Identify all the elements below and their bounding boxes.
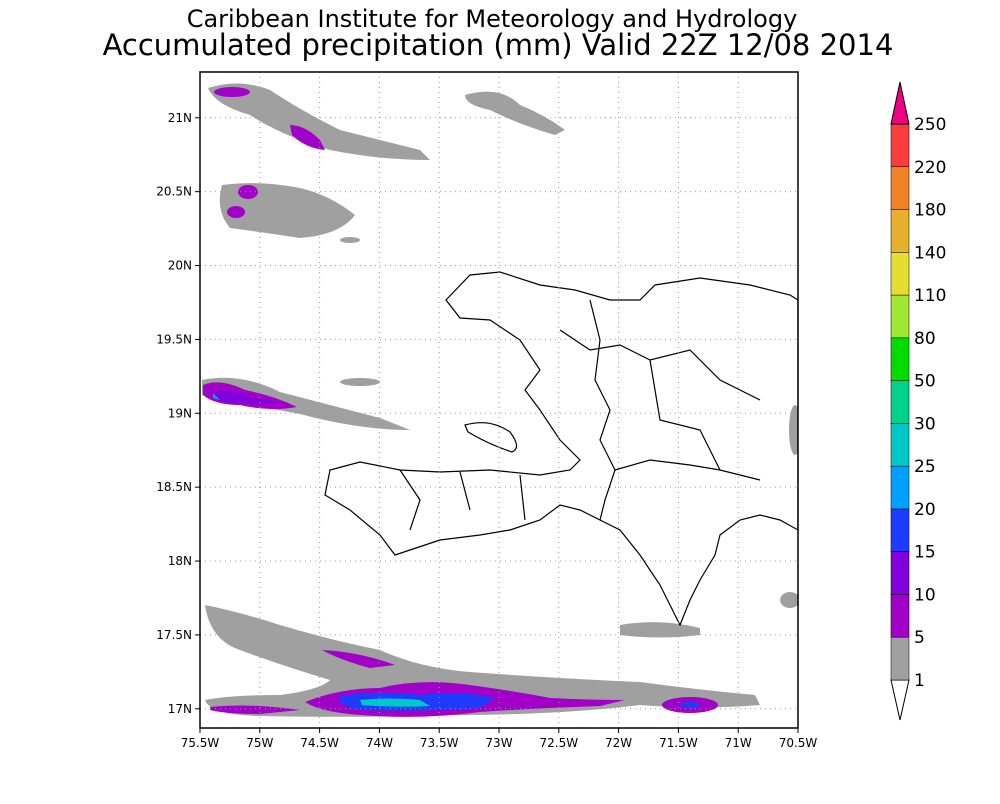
colorbar-box [890, 252, 910, 296]
axes: 75.5W 75W 74.5W 74W 73.5W 73W 72.5W 72W 71.5W 71W… [156, 111, 817, 750]
colorbar-box [890, 294, 910, 339]
x-tick-label: 71W [725, 736, 752, 750]
y-tick-label: 18N [168, 554, 192, 568]
colorbar-label: 20 [914, 500, 936, 520]
colorbar-label: 30 [914, 414, 936, 434]
precip-purple [203, 87, 718, 717]
colorbar-label: 50 [914, 372, 936, 392]
precip-gray [202, 83, 798, 717]
x-tick-label: 72.5W [540, 736, 579, 750]
y-tick-label: 19.5N [156, 332, 192, 346]
y-tick-label: 18.5N [156, 480, 192, 494]
x-tick-label: 75.5W [181, 736, 220, 750]
colorbar-label: 1 [914, 671, 925, 691]
y-tick-label: 17N [168, 702, 192, 716]
colorbar-box [890, 209, 910, 253]
y-tick-label: 19N [168, 406, 192, 420]
x-tick-label: 72W [605, 736, 632, 750]
colorbar-box [890, 380, 910, 424]
colorbar-label: 110 [914, 286, 946, 306]
x-tick-label: 73.5W [420, 736, 459, 750]
colorbar-label: 15 [914, 543, 936, 563]
colorbar-box [890, 594, 910, 638]
x-tick-label: 74.5W [300, 736, 339, 750]
colorbar-label: 250 [914, 115, 946, 135]
colorbar-box [890, 508, 910, 552]
coastline [324, 271, 798, 627]
colorbar-label: 180 [914, 201, 946, 221]
colorbar-under [890, 679, 910, 721]
subtitle: Accumulated precipitation (mm) Valid 22Z… [103, 28, 894, 62]
x-tick-label: 73W [485, 736, 512, 750]
colorbar-box [890, 465, 910, 510]
x-tick-label: 71.5W [659, 736, 698, 750]
colorbar-box [890, 166, 910, 210]
colorbar-label: 25 [914, 457, 936, 477]
colorbar-box [890, 551, 910, 595]
precip-blue [208, 390, 700, 711]
colorbar-box [890, 337, 910, 381]
colorbar-label: 10 [914, 585, 936, 605]
x-tick-label: 75W [246, 736, 273, 750]
colorbar-box [890, 123, 910, 168]
colorbar-box [890, 636, 910, 681]
colorbar-label: 140 [914, 243, 946, 263]
colorbar-box [890, 423, 910, 467]
x-tick-label: 70.5W [779, 736, 818, 750]
x-tick-label: 74W [366, 736, 393, 750]
colorbar-label: 5 [914, 628, 925, 648]
title: Caribbean Institute for Meteorology and … [187, 5, 798, 33]
y-tick-label: 20N [168, 259, 192, 273]
y-tick-label: 17.5N [156, 628, 192, 642]
y-tick-label: 21N [168, 111, 192, 125]
colorbar-label: 220 [914, 158, 946, 178]
colorbar-label: 80 [914, 329, 936, 349]
y-tick-label: 20.5N [156, 185, 192, 199]
map-area [200, 72, 798, 728]
colorbar-over [890, 81, 910, 125]
